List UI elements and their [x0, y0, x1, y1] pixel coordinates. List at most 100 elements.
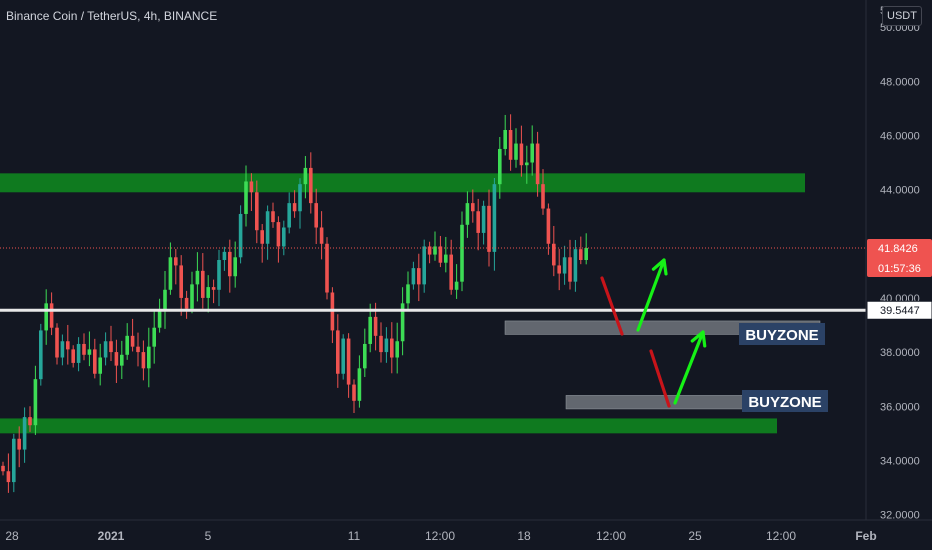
candle-body — [17, 438, 21, 450]
time-tick-label: 12:00 — [766, 529, 796, 543]
candle-body — [471, 203, 475, 212]
candle-body — [82, 343, 86, 355]
drop-line-upper[interactable] — [600, 276, 624, 336]
candle-body — [325, 243, 329, 293]
candle-body — [190, 284, 194, 309]
candle-body — [584, 248, 588, 260]
candle-body — [541, 184, 545, 209]
candle-body — [487, 205, 491, 252]
candle-body — [195, 270, 200, 285]
price-tick-label: 46.0000 — [880, 130, 920, 142]
time-tick-label: 18 — [517, 529, 531, 543]
candle-body — [573, 249, 578, 282]
candle-body — [357, 368, 362, 401]
support-zone — [0, 418, 777, 434]
candle-body — [568, 257, 572, 282]
candle-body — [174, 257, 178, 266]
candle-body — [71, 349, 75, 363]
price-tick-label: 34.0000 — [880, 455, 920, 467]
candle-body — [244, 181, 248, 214]
candle-body — [579, 249, 583, 260]
candle-body — [103, 341, 108, 358]
price-tick-label: 44.0000 — [880, 185, 920, 197]
time-tick-label: 12:00 — [425, 529, 455, 543]
buyzone-label-lower-bg — [742, 390, 828, 412]
price-tick-label: 32.0000 — [880, 510, 920, 522]
chart-title: Binance Coin / TetherUS, 4h, BINANCE — [6, 9, 218, 23]
candle-body — [222, 251, 227, 260]
candle-body — [460, 224, 464, 282]
candle-body — [390, 338, 394, 358]
countdown-label: 01:57:36 — [878, 263, 921, 275]
candle-body — [152, 327, 156, 347]
candle-body — [141, 352, 146, 369]
candle-body — [503, 130, 507, 149]
candle-body — [298, 184, 302, 212]
rebound-arrow-lower-head — [690, 330, 707, 348]
candle-body — [76, 343, 81, 363]
candle-body — [352, 384, 356, 401]
time-tick-label: 11 — [348, 529, 361, 543]
candle-body — [314, 203, 318, 228]
candle-body — [211, 287, 216, 290]
rebound-arrow-lower[interactable] — [673, 330, 705, 405]
candle-body — [217, 260, 221, 290]
candle-body — [179, 265, 183, 298]
currency-button[interactable]: USDT — [882, 6, 922, 26]
candle-body — [535, 143, 540, 185]
candle-body — [49, 303, 54, 328]
candle-body — [87, 349, 92, 355]
candle-body — [546, 208, 551, 244]
candle-body — [438, 246, 443, 263]
candle-body — [98, 357, 102, 374]
candle-body — [363, 343, 367, 369]
candle-body — [168, 257, 173, 290]
candle-body — [292, 203, 297, 212]
candle-body — [1, 465, 5, 472]
candle-body — [55, 327, 59, 358]
candle-body — [249, 181, 254, 193]
price-tick-label: 38.0000 — [880, 347, 920, 359]
candle-body — [265, 211, 270, 244]
candle-body — [417, 268, 421, 285]
drop-line-lower[interactable] — [649, 349, 671, 408]
candle-body — [411, 268, 416, 285]
candle-body — [379, 335, 383, 353]
candle-body — [93, 349, 97, 374]
candle-body — [6, 471, 11, 483]
time-tick-label: 28 — [5, 529, 19, 543]
candle-body — [508, 130, 513, 160]
time-tick-label: Feb — [855, 529, 876, 543]
candle-body — [120, 354, 124, 366]
rebound-arrow-upper[interactable] — [636, 258, 666, 332]
candle-body — [157, 311, 162, 328]
candle-body — [530, 143, 534, 163]
candle-body — [184, 297, 189, 309]
candle-body — [514, 143, 518, 160]
candle-body — [201, 270, 205, 298]
candle-body — [454, 281, 459, 290]
candle-body — [422, 246, 426, 285]
candle-body — [341, 338, 345, 374]
candle-body — [125, 335, 129, 355]
time-tick-label: 5 — [205, 529, 212, 543]
candle-body — [481, 205, 486, 233]
candle-body — [395, 341, 399, 358]
candle-body — [400, 303, 405, 342]
price-tick-label: 48.0000 — [880, 76, 920, 88]
buyzone-label-upper: BUYZONE — [745, 327, 818, 344]
candle-body — [433, 246, 437, 255]
time-tick-label: 12:00 — [596, 529, 626, 543]
candle-body — [525, 162, 529, 166]
candle-body — [336, 330, 340, 374]
time-tick-label: 2021 — [98, 529, 125, 543]
candle-body — [114, 352, 119, 366]
candle-body — [303, 167, 308, 185]
candle-body — [60, 341, 65, 358]
candle-body — [552, 243, 556, 266]
candle-body — [233, 257, 237, 277]
candle-body — [39, 330, 43, 380]
candle-body — [33, 379, 38, 426]
